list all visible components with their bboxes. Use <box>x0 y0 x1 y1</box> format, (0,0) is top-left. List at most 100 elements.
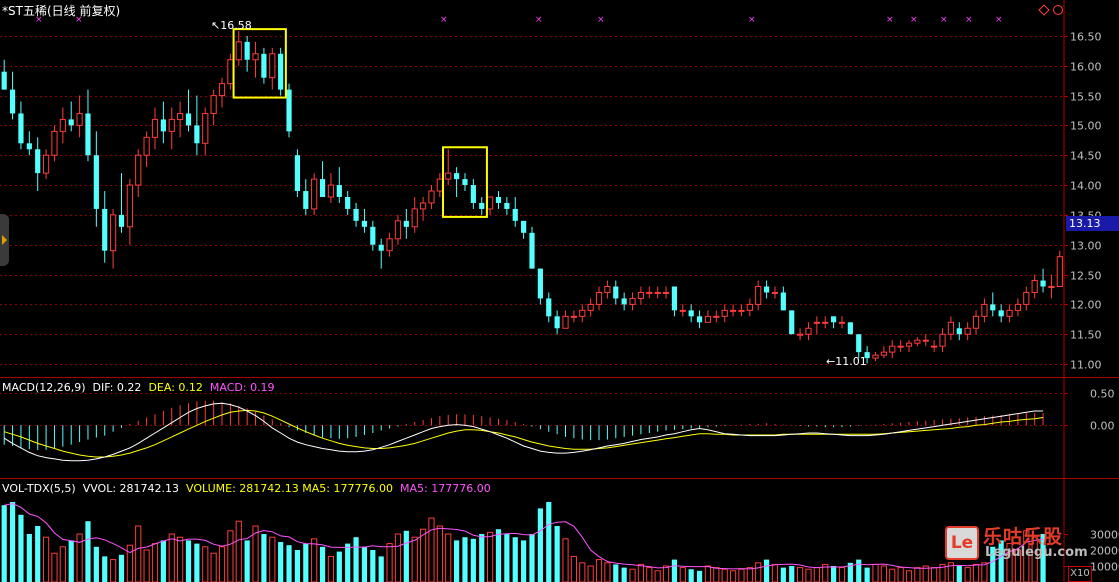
candle-body-down <box>956 328 962 335</box>
candle-body-up <box>1006 309 1013 317</box>
candle-body-down <box>244 41 250 60</box>
candle-body-up <box>947 321 954 335</box>
volume-bar-up <box>922 565 929 582</box>
volume-bar-down <box>378 556 384 582</box>
candle-body-down <box>688 310 694 317</box>
volume-bar-up <box>42 536 50 582</box>
volume-bar-up <box>729 570 737 582</box>
candle-body-up <box>805 327 812 335</box>
candle-body-down <box>847 322 853 335</box>
candle-body-down <box>26 143 32 150</box>
volume-bar-up <box>964 567 971 582</box>
candle-body-up <box>922 339 929 342</box>
candle-body-down <box>118 214 125 227</box>
volume-bar-up <box>411 536 418 582</box>
candle-body-down <box>102 208 108 251</box>
volume-bar-down <box>286 545 292 582</box>
volume-bar-up <box>771 563 779 582</box>
volume-bar-up <box>721 568 728 582</box>
event-marker-icon: × <box>910 15 918 25</box>
event-marker-icon: × <box>597 15 605 25</box>
volume-bar-down <box>68 540 74 582</box>
watermark: Le 乐咕乐股 Legulegu.com <box>945 524 1090 564</box>
candle-body-up <box>135 154 142 186</box>
volume-bar-down <box>35 526 41 582</box>
volume-bar-down <box>956 566 962 582</box>
candle-body-up <box>210 95 217 114</box>
last-price-tag: 13.13 <box>1066 216 1119 231</box>
candle-body-up <box>838 321 846 324</box>
vol-volume: VOLUME: 281742.13 <box>186 482 299 495</box>
candle-body-down <box>303 191 309 209</box>
candle-body-up <box>227 59 234 85</box>
candle-body-down <box>378 244 384 251</box>
volume-bar-up <box>110 559 117 582</box>
candle-body-down <box>537 268 543 299</box>
volume-bar-down <box>102 556 108 582</box>
candle-body-up <box>662 291 670 294</box>
candle-body-up <box>604 286 611 293</box>
candle-body-up <box>746 303 753 311</box>
volume-bar-down <box>261 534 267 582</box>
volume-bar-up <box>595 559 603 582</box>
candle-body-up <box>252 53 259 61</box>
volume-bar-up <box>914 567 921 582</box>
volume-bar-down <box>278 542 284 582</box>
candle-body-down <box>93 155 99 209</box>
volume-bar-down <box>537 508 543 582</box>
candle-body-up <box>755 286 762 305</box>
candle-body-up <box>419 202 427 210</box>
candle-body-down <box>780 292 786 311</box>
volume-bar-down <box>160 540 166 582</box>
volume-bar-up <box>637 563 645 582</box>
candle-body-down <box>336 185 342 197</box>
volume-bar-up <box>386 543 393 582</box>
volume-bar-up <box>419 528 427 582</box>
price-tick-label: 16.00 <box>1070 61 1102 74</box>
candle-body-up <box>436 178 443 192</box>
volume-bar-down <box>671 559 678 582</box>
candle-body-up <box>897 345 904 348</box>
volume-bar-up <box>604 562 611 582</box>
volume-bar-up <box>252 525 259 582</box>
candle-body-up <box>931 345 938 348</box>
low-price-label: ←11.01 <box>826 355 867 368</box>
candle-body-up <box>42 154 50 174</box>
volume-bar-down <box>1 505 7 582</box>
volume-bar-up <box>662 565 670 582</box>
candle-body-up <box>771 291 779 294</box>
volume-bar-up <box>654 570 661 582</box>
volume-bar-down <box>554 526 560 582</box>
candle-body-down <box>278 53 284 90</box>
macd-value: MACD: 0.19 <box>209 381 275 394</box>
candle-body-down <box>361 220 368 227</box>
volume-bar-down <box>780 567 786 582</box>
volume-bar-up <box>151 543 159 582</box>
candle-body-up <box>579 309 586 317</box>
volume-bar-down <box>244 540 250 582</box>
volume-bar-up <box>269 536 276 582</box>
candle-body-up <box>394 220 402 240</box>
candle-body-up <box>311 178 318 210</box>
volume-bar-down <box>763 559 770 582</box>
volume-bar-down <box>454 540 460 582</box>
volume-bar-up <box>1014 549 1022 582</box>
candle-body-down <box>613 286 619 299</box>
event-marker-icon: × <box>940 15 948 25</box>
candle-body-down <box>521 220 527 233</box>
vol-tick-label: 30000 <box>1090 529 1119 542</box>
volume-bar-down <box>26 534 32 582</box>
candle-body-up <box>738 309 745 312</box>
left-scroll-handle[interactable] <box>0 214 9 266</box>
top-right-circle-icon[interactable] <box>1053 5 1063 15</box>
volume-bar-down <box>370 550 376 582</box>
x10-label: X10 <box>1068 566 1092 582</box>
macd-tick-label: 0.50 <box>1090 388 1115 401</box>
volume-bar-up <box>487 531 494 582</box>
volume-bar-up <box>805 568 812 582</box>
candle-body-up <box>1056 256 1063 287</box>
candle-body-down <box>864 352 870 359</box>
macd-header: MACD(12,26,9) DIF: 0.22 DEA: 0.12 MACD: … <box>2 381 275 394</box>
volume-bar-down <box>353 537 359 582</box>
